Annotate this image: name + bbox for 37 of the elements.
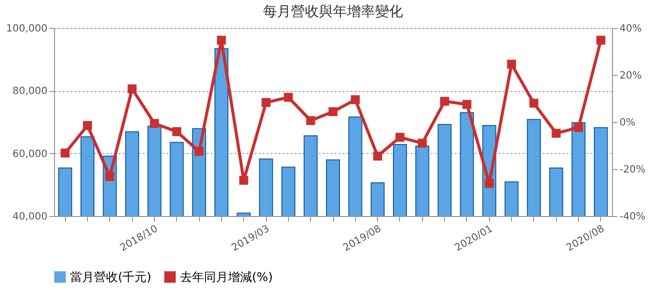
point [328, 107, 338, 116]
y-tick-label: 100,000 [6, 24, 48, 34]
point [462, 100, 472, 109]
point [529, 98, 538, 108]
point [395, 132, 404, 142]
y2-tick-label: -20% [620, 164, 646, 176]
point [418, 138, 427, 148]
point [596, 36, 606, 45]
point [239, 176, 248, 185]
point [128, 84, 137, 94]
y-tick-label: 80,000 [12, 86, 48, 98]
y-tick-label: 40,000 [12, 212, 48, 222]
point [262, 98, 271, 107]
point [105, 172, 114, 181]
point [350, 95, 360, 104]
chart-title: 每月營收與年增率變化 [263, 4, 403, 20]
point [216, 36, 226, 45]
point [172, 127, 182, 136]
point [194, 146, 204, 156]
y2-tick-label: -40% [620, 212, 646, 222]
y2-tick-label: 20% [620, 70, 642, 82]
legend-label: 當月營收(千元) [70, 270, 152, 284]
point [552, 128, 561, 138]
point [373, 152, 382, 161]
point [440, 96, 450, 106]
point [484, 178, 494, 188]
point [574, 122, 583, 132]
point [284, 92, 293, 102]
y2-tick-label: 0% [620, 118, 636, 128]
point [306, 116, 316, 126]
point [150, 118, 159, 128]
point [60, 148, 70, 158]
point [83, 121, 92, 130]
y2-tick-label: 40% [620, 24, 642, 34]
point [507, 60, 516, 69]
legend-label: 去年同月增減(%) [180, 270, 273, 284]
y-tick-label: 60,000 [12, 148, 48, 160]
